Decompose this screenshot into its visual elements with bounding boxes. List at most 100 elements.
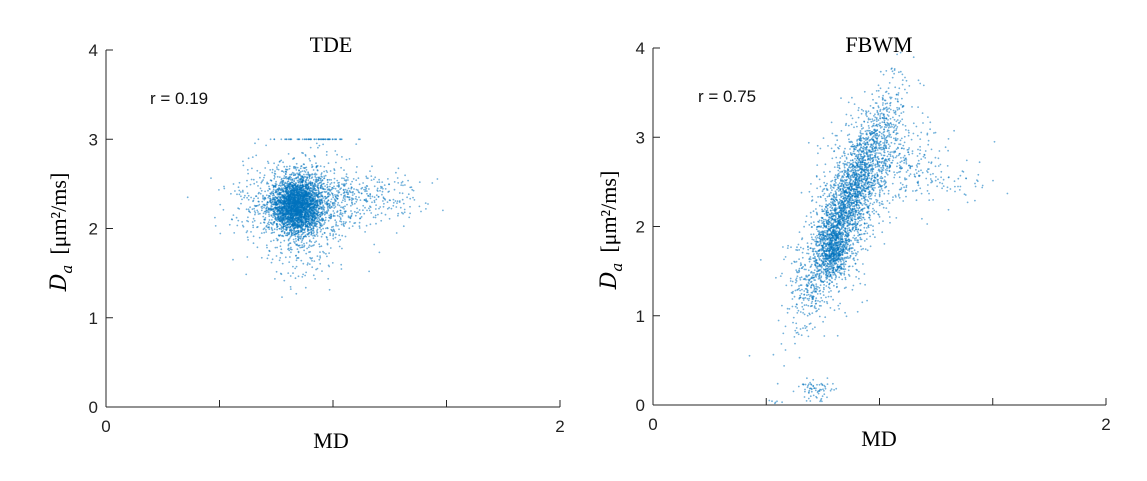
scatter-point <box>350 187 353 190</box>
scatter-point <box>268 185 270 188</box>
scatter-point <box>312 179 315 181</box>
scatter-point <box>297 210 300 213</box>
scatter-point <box>235 216 238 219</box>
scatter-point <box>320 180 323 183</box>
scatter-point <box>805 325 808 328</box>
scatter-point <box>889 153 892 156</box>
scatter-point <box>834 278 836 281</box>
scatter-point <box>293 177 296 180</box>
scatter-point <box>311 219 313 222</box>
scatter-point <box>333 202 336 205</box>
scatter-point <box>279 160 281 163</box>
scatter-point <box>304 198 307 201</box>
scatter-point <box>379 189 381 192</box>
scatter-point <box>270 193 272 196</box>
scatter-point <box>315 191 318 194</box>
scatter-point <box>249 183 252 186</box>
scatter-point <box>351 212 353 215</box>
scatter-point <box>287 223 289 226</box>
scatter-point <box>360 216 363 218</box>
scatter-point <box>298 237 300 240</box>
scatter-point <box>260 232 263 235</box>
scatter-point <box>365 224 368 227</box>
scatter-point <box>280 248 283 251</box>
scatter-point <box>294 173 297 176</box>
scatter-point <box>311 259 313 262</box>
scatter-point <box>252 224 255 227</box>
scatter-point <box>255 181 258 183</box>
scatter-point <box>268 223 270 226</box>
scatter-point <box>285 215 287 218</box>
scatter-point <box>413 199 416 201</box>
scatter-point <box>250 178 253 181</box>
scatter-point <box>308 205 311 208</box>
scatter-point <box>288 237 291 240</box>
scatter-point <box>240 202 242 205</box>
scatter-point <box>812 210 815 213</box>
scatter-point <box>358 183 361 186</box>
scatter-point <box>355 171 358 174</box>
scatter-point <box>829 206 832 209</box>
scatter-point <box>310 230 313 233</box>
scatter-point <box>792 316 795 319</box>
scatter-point <box>373 243 376 246</box>
scatter-point <box>246 179 248 182</box>
scatter-point <box>321 270 323 272</box>
scatter-point <box>318 217 320 220</box>
scatter-point <box>325 252 327 255</box>
scatter-point <box>304 180 307 183</box>
scatter-point <box>326 238 329 241</box>
scatter-point <box>279 218 281 221</box>
scatter-point <box>329 170 332 172</box>
scatter-point <box>279 220 281 223</box>
scatter-point <box>284 256 287 259</box>
scatter-point <box>303 206 306 209</box>
scatter-point <box>304 195 306 197</box>
scatter-point <box>339 217 342 219</box>
scatter-point <box>401 198 404 201</box>
scatter-point <box>293 165 296 168</box>
scatter-point <box>283 195 285 198</box>
scatter-point <box>251 156 254 159</box>
scatter-point <box>323 175 326 178</box>
scatter-point <box>353 222 356 225</box>
scatter-point <box>323 170 325 173</box>
scatter-point <box>253 219 256 222</box>
scatter-point <box>289 185 292 188</box>
scatter-point <box>330 179 332 181</box>
scatter-point <box>302 191 305 193</box>
scatter-point <box>319 177 322 180</box>
scatter-point <box>881 104 884 106</box>
scatter-point <box>277 211 279 214</box>
scatter-point <box>292 238 295 241</box>
scatter-point <box>881 200 883 203</box>
scatter-point <box>298 179 300 182</box>
scatter-point <box>338 228 340 231</box>
scatter-point <box>311 216 314 219</box>
scatter-point <box>312 274 315 277</box>
scatter-point <box>333 181 336 184</box>
scatter-point <box>260 256 263 259</box>
scatter-point <box>272 188 275 191</box>
scatter-point <box>273 174 276 177</box>
scatter-point <box>394 200 397 202</box>
scatter-point <box>284 138 286 141</box>
scatter-point <box>301 176 303 178</box>
scatter-point <box>310 187 313 190</box>
scatter-point <box>311 183 314 186</box>
scatter-point <box>382 196 385 199</box>
scatter-point <box>234 190 236 192</box>
scatter-point <box>283 223 285 226</box>
scatter-point <box>815 238 818 240</box>
scatter-point <box>313 212 316 215</box>
scatter-point <box>268 219 271 221</box>
scatter-point <box>260 189 263 192</box>
scatter-point <box>287 272 290 274</box>
scatter-point <box>305 169 308 171</box>
scatter-point <box>276 220 279 223</box>
scatter-point <box>275 255 278 257</box>
scatter-point <box>316 225 318 228</box>
scatter-point <box>357 177 360 180</box>
scatter-point <box>252 178 255 181</box>
